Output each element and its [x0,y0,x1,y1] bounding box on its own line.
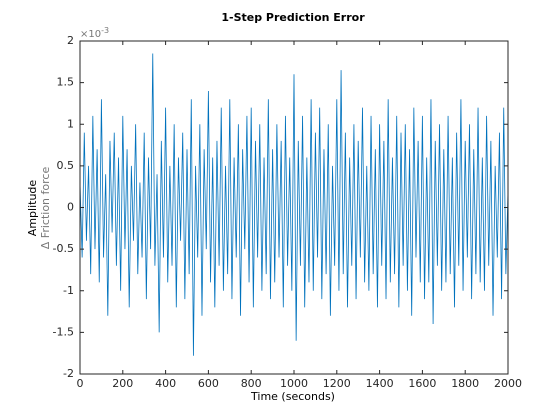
y-tick-label: 1 [67,117,74,130]
x-axis-label: Time (seconds) [250,390,335,403]
multiplier-exponent: -3 [101,26,109,35]
x-tick-label: 2000 [494,377,522,390]
chart-title: 1-Step Prediction Error [221,11,365,24]
y-multiplier: ×10-3 [80,26,109,41]
x-tick-label: 1000 [280,377,308,390]
x-tick-label: 600 [198,377,219,390]
x-tick-label: 800 [241,377,262,390]
y-tick-label: -1 [63,284,74,297]
x-tick-label: 1200 [323,377,351,390]
x-tick-label: 400 [155,377,176,390]
x-tick-label: 200 [112,377,133,390]
y-tick-label: 2 [67,34,74,47]
y-tick-label: -1.5 [53,325,74,338]
y-axis-label: Amplitude [26,180,39,237]
y-tick-label: 1.5 [57,76,75,89]
plot-frame [79,40,509,375]
data-line [79,53,509,356]
x-tick-label: 1400 [366,377,394,390]
x-tick-label: 0 [77,377,84,390]
multiplier-base: ×10 [80,29,101,40]
y-axis-sublabel: Δ Friction force [39,167,52,250]
y-tick-label: -2 [63,367,74,380]
x-tick-label: 1600 [408,377,436,390]
y-tick-label: 0 [67,201,74,214]
x-tick-label: 1800 [451,377,479,390]
y-tick-label: -0.5 [53,242,74,255]
y-tick-label: 0.5 [57,159,75,172]
